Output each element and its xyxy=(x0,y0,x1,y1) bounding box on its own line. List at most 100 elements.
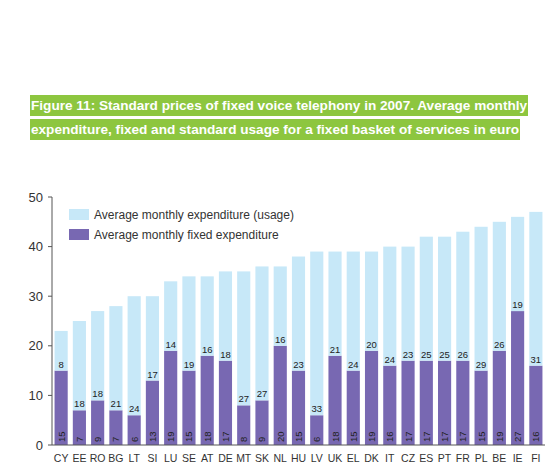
bar xyxy=(420,361,433,445)
title-text: Figure 11: Standard prices of fixed voic… xyxy=(30,95,528,140)
bar xyxy=(182,276,195,370)
bar xyxy=(310,415,323,445)
y-tick-label: 10 xyxy=(29,388,43,403)
data-label: 23 xyxy=(403,349,414,360)
x-tick-label: DE xyxy=(218,452,233,464)
data-label: 18 xyxy=(220,349,231,360)
legend-box xyxy=(63,203,313,250)
y-tick xyxy=(48,395,52,396)
data-label: 27 xyxy=(512,431,523,442)
bar xyxy=(128,296,141,415)
bar xyxy=(292,257,305,371)
x-tick-label: EE xyxy=(72,452,86,464)
data-label: 6 xyxy=(129,437,140,442)
data-label: 14 xyxy=(165,339,176,350)
y-tick xyxy=(48,246,52,247)
data-label: 29 xyxy=(476,359,487,370)
data-label: 19 xyxy=(184,359,195,370)
data-label: 24 xyxy=(129,403,140,414)
bar xyxy=(292,371,305,445)
data-label: 19 xyxy=(512,299,523,310)
data-label: 21 xyxy=(330,344,341,355)
bar xyxy=(255,400,268,445)
data-label: 20 xyxy=(366,339,377,350)
x-tick-label: IE xyxy=(513,452,523,464)
x-tick-label: ES xyxy=(419,452,433,464)
data-label: 17 xyxy=(220,431,231,442)
bar xyxy=(456,361,469,445)
bar xyxy=(438,237,451,361)
data-label: 19 xyxy=(494,431,505,442)
bar xyxy=(274,266,287,345)
x-tick-label: BE xyxy=(492,452,506,464)
bar xyxy=(420,237,433,361)
data-label: 6 xyxy=(311,437,322,442)
bar xyxy=(237,405,250,445)
bar xyxy=(511,217,524,311)
bar xyxy=(383,366,396,445)
data-label: 27 xyxy=(257,388,268,399)
data-label: 18 xyxy=(202,431,213,442)
data-label: 27 xyxy=(238,393,249,404)
bar xyxy=(401,247,414,361)
bar xyxy=(328,252,341,356)
bar xyxy=(493,351,506,445)
data-label: 18 xyxy=(92,388,103,399)
data-label: 25 xyxy=(421,349,432,360)
data-label: 20 xyxy=(275,431,286,442)
x-tick-label: UK xyxy=(328,452,343,464)
x-tick-label: FR xyxy=(456,452,470,464)
data-label: 15 xyxy=(183,431,194,442)
x-tick-label: SK xyxy=(255,452,269,464)
x-tick-label: LU xyxy=(164,452,177,464)
y-tick-label: 50 xyxy=(29,190,43,205)
bar xyxy=(347,252,360,371)
bar xyxy=(201,356,214,445)
x-tick-label: EL xyxy=(347,452,360,464)
x-tick-label: HU xyxy=(291,452,306,464)
legend-label: Average monthly expenditure (usage) xyxy=(94,208,294,222)
data-label: 33 xyxy=(311,403,322,414)
data-label: 31 xyxy=(531,354,542,365)
x-tick-label: CY xyxy=(54,452,69,464)
data-label: 7 xyxy=(74,437,85,442)
bar xyxy=(109,410,122,445)
data-label: 26 xyxy=(458,349,469,360)
bar xyxy=(182,371,195,445)
bar xyxy=(529,212,542,366)
bar xyxy=(401,361,414,445)
bar xyxy=(55,371,68,445)
x-tick-label: RO xyxy=(90,452,106,464)
data-label: 7 xyxy=(110,437,121,442)
bar xyxy=(73,410,86,445)
x-tick-label: SI xyxy=(147,452,157,464)
x-tick-label: AT xyxy=(201,452,214,464)
bar xyxy=(365,252,378,351)
bar xyxy=(55,331,68,371)
y-axis xyxy=(52,197,53,445)
bar xyxy=(219,361,232,445)
x-tick-label: MT xyxy=(236,452,252,464)
data-label: 13 xyxy=(147,431,158,442)
y-tick xyxy=(48,197,52,198)
data-label: 18 xyxy=(330,431,341,442)
data-label: 15 xyxy=(476,431,487,442)
bar xyxy=(347,371,360,445)
x-tick-label: CZ xyxy=(401,452,416,464)
data-label: 17 xyxy=(439,431,450,442)
data-label: 8 xyxy=(58,359,63,370)
legend-swatch xyxy=(69,229,89,240)
bar xyxy=(328,356,341,445)
data-label: 17 xyxy=(147,369,158,380)
bar xyxy=(511,311,524,445)
bar xyxy=(73,321,86,410)
data-label: 9 xyxy=(92,437,103,442)
data-label: 24 xyxy=(348,359,359,370)
bar xyxy=(438,361,451,445)
y-tick xyxy=(48,445,52,446)
data-label: 21 xyxy=(111,398,122,409)
bar xyxy=(91,400,104,445)
bar xyxy=(146,296,159,380)
bar xyxy=(529,366,542,445)
bar xyxy=(383,247,396,366)
